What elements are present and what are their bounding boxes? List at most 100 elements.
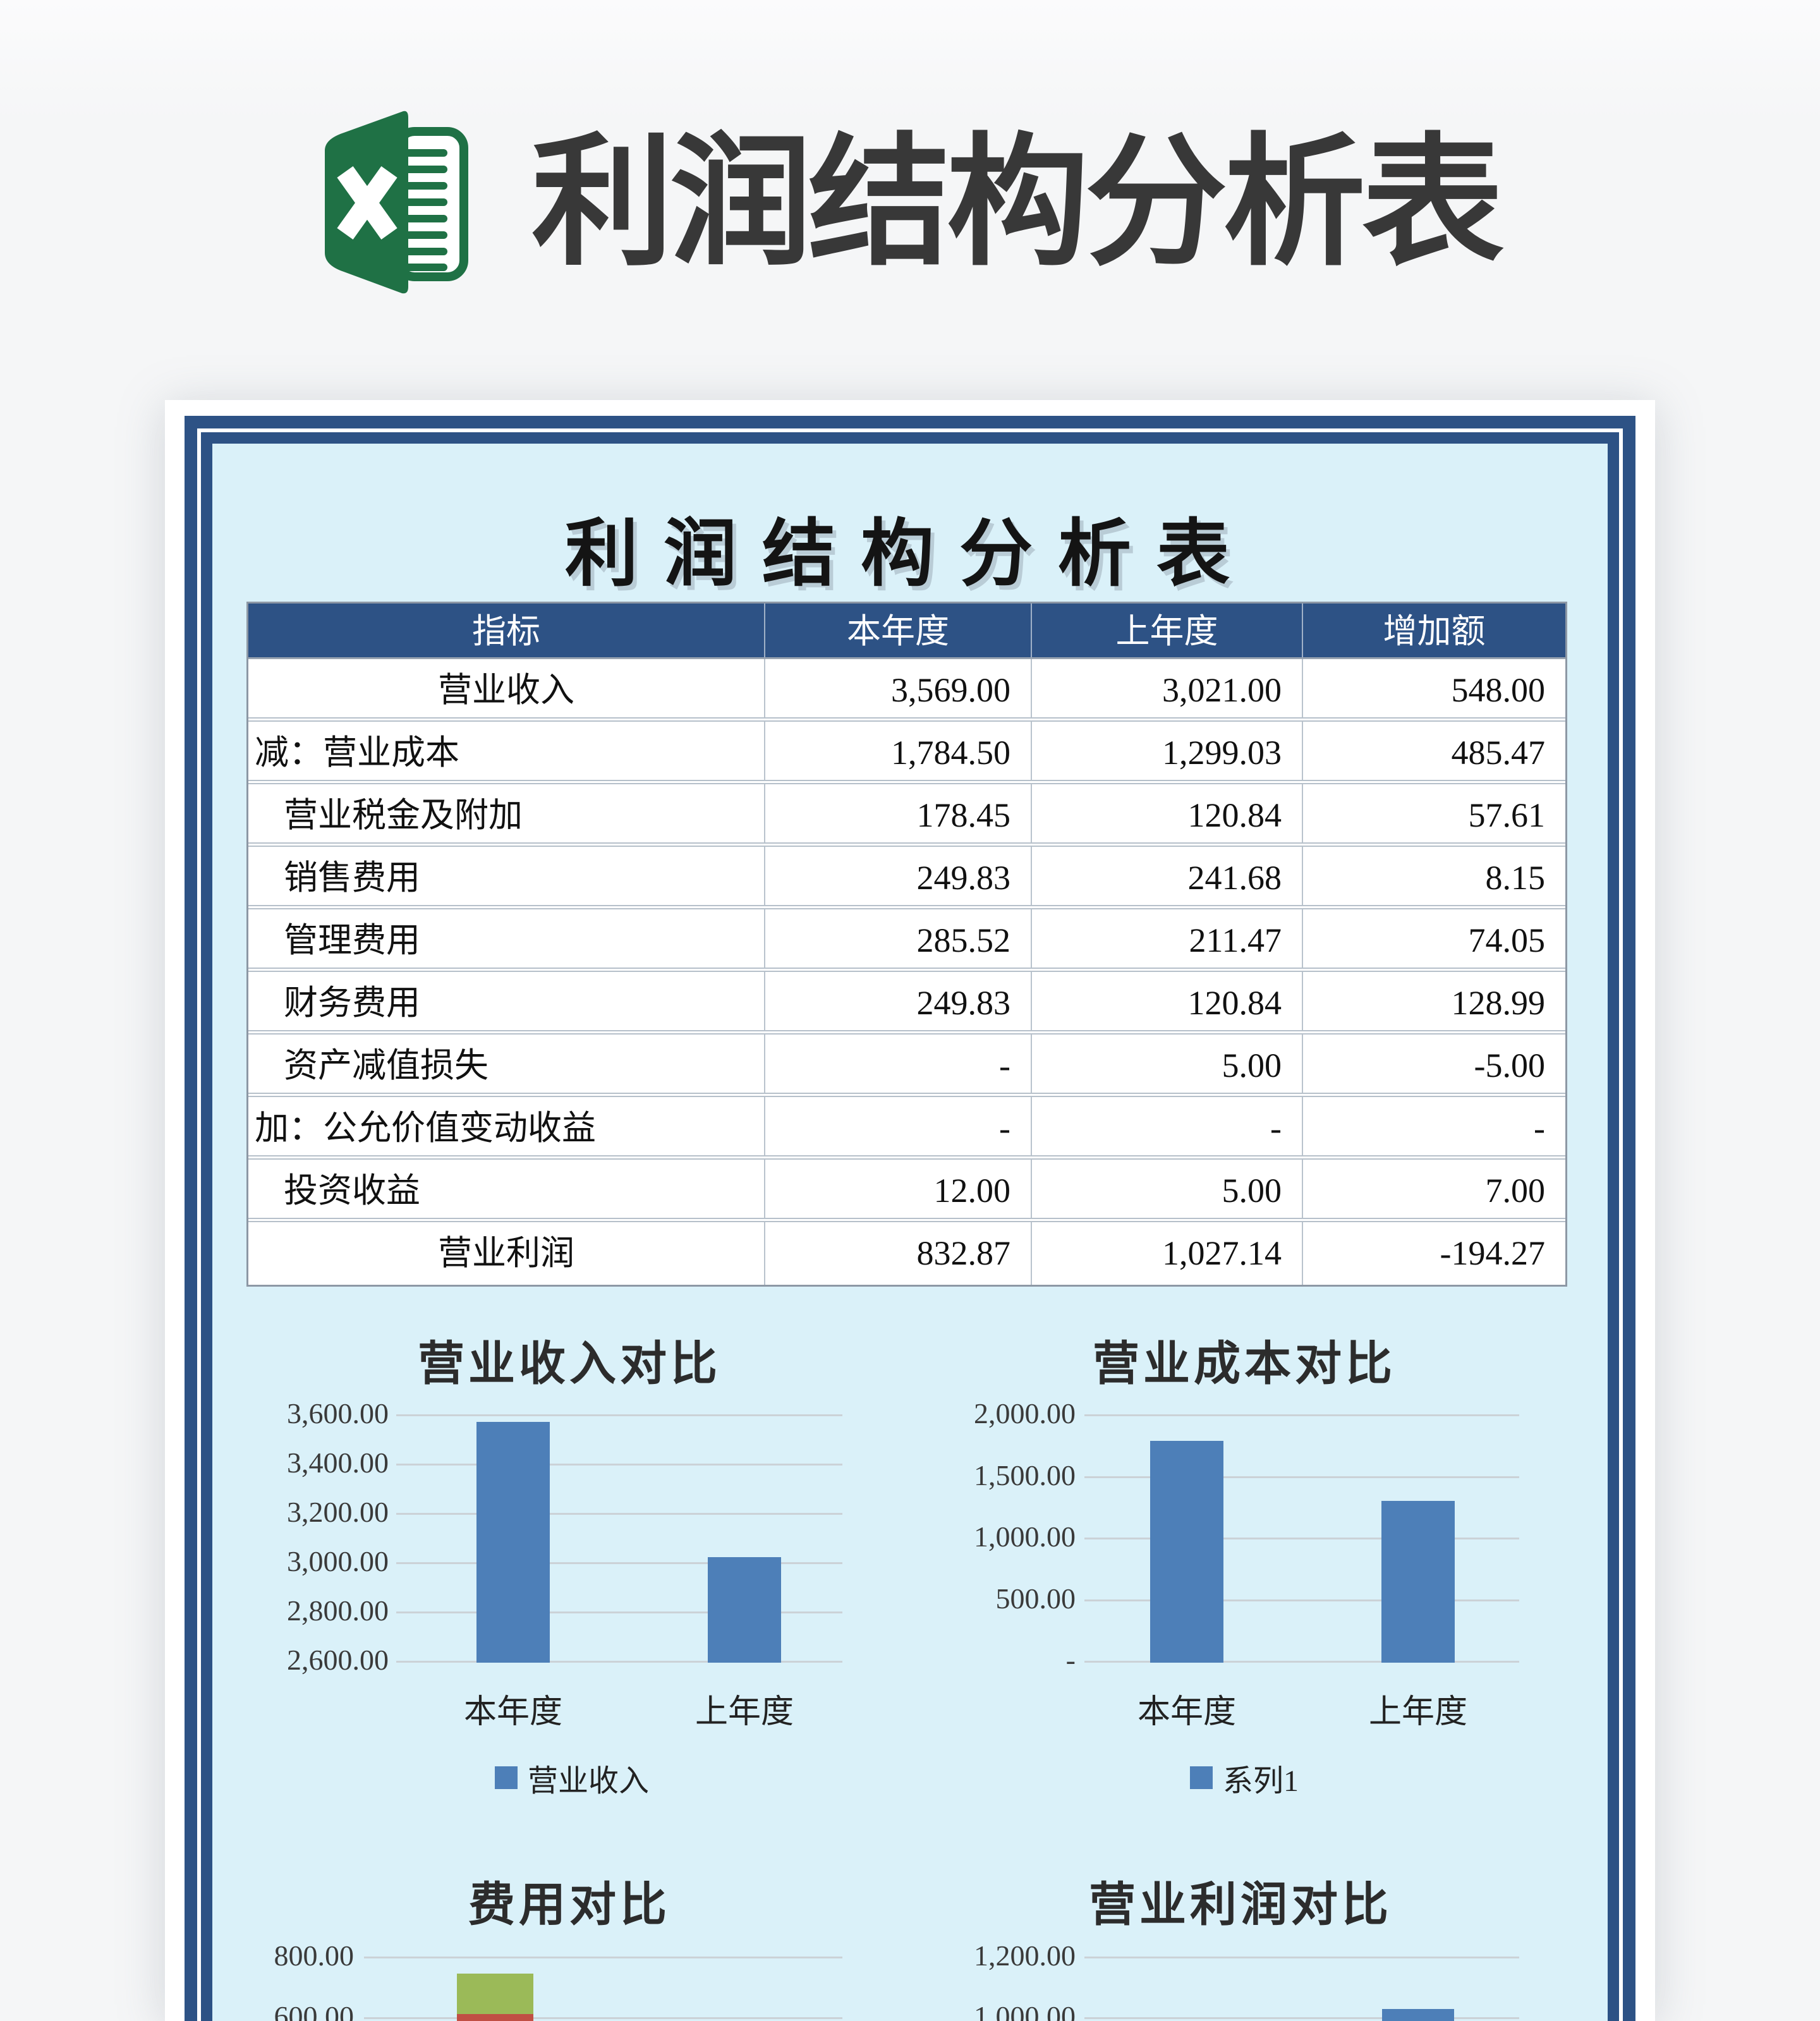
- y-tick-label: 800.00: [274, 1939, 355, 1972]
- y-tick-label: 3,200.00: [287, 1496, 389, 1528]
- chart-title: 营业利润对比: [1089, 1878, 1392, 1931]
- y-tick-label: 500.00: [995, 1582, 1076, 1615]
- chart-title: 费用对比: [468, 1878, 670, 1931]
- table-row: 投资收益 12.00 5.00 7.00: [248, 1160, 1565, 1222]
- gridline: [1084, 2017, 1519, 2019]
- table-cell-label: 营业收入: [248, 659, 765, 717]
- table-header-cell: 本年度: [765, 604, 1032, 657]
- y-tick-label: 2,800.00: [287, 1594, 389, 1627]
- table-row: 加：公允价值变动收益 - - -: [248, 1097, 1565, 1160]
- chart-title: 营业收入对比: [418, 1337, 721, 1390]
- table-cell-label: 营业税金及附加: [248, 784, 765, 842]
- y-tick-label: 2,000.00: [974, 1397, 1076, 1429]
- legend-swatch: [494, 1766, 518, 1789]
- table-header-row: 指标 本年度 上年度 增加额: [248, 604, 1565, 659]
- x-category-label: 本年度: [1137, 1694, 1237, 1730]
- table-row: 营业利润 832.87 1,027.14 -194.27: [248, 1222, 1565, 1285]
- document-title: 利润结构分析表: [565, 513, 1255, 595]
- bar: [1150, 1441, 1223, 1663]
- gridline: [396, 1562, 842, 1564]
- table-cell-label: 营业利润: [248, 1222, 765, 1285]
- table-cell-value: 1,784.50: [765, 722, 1032, 780]
- table-cell-value: 211.47: [1032, 909, 1303, 968]
- table-cell-value: 120.84: [1032, 972, 1303, 1030]
- table-row: 减：营业成本 1,784.50 1,299.03 485.47: [248, 722, 1565, 784]
- x-category-label: 上年度: [1368, 1694, 1468, 1730]
- table-cell-label: 资产减值损失: [248, 1035, 765, 1093]
- table-row: 营业收入 3,569.00 3,021.00 548.00: [248, 659, 1565, 722]
- table-cell-value: 128.99: [1303, 972, 1565, 1030]
- gridline: [396, 1414, 842, 1416]
- table-header-cell: 指标: [248, 604, 765, 657]
- table-cell-label: 减：营业成本: [248, 722, 765, 780]
- chart-title: 营业成本对比: [1093, 1337, 1396, 1390]
- table-cell-label: 投资收益: [248, 1160, 765, 1218]
- table-cell-value: 249.83: [765, 972, 1032, 1030]
- chart-legend: 系列1: [1189, 1756, 1299, 1800]
- table-cell-value: 1,299.03: [1032, 722, 1303, 780]
- gridline: [1084, 1414, 1519, 1416]
- table-cell-value: 285.52: [765, 909, 1032, 968]
- table-cell-value: 74.05: [1303, 909, 1565, 968]
- y-tick-label: 1,000.00: [974, 1520, 1076, 1553]
- table-cell-value: 832.87: [765, 1222, 1032, 1285]
- y-tick-label: 3,000.00: [287, 1545, 389, 1577]
- bar: [476, 1422, 550, 1663]
- table-cell-value: -5.00: [1303, 1035, 1565, 1093]
- table-cell-value: 548.00: [1303, 659, 1565, 717]
- table-cell-value: 8.15: [1303, 847, 1565, 905]
- table-cell-value: -: [765, 1035, 1032, 1093]
- table-cell-value: 120.84: [1032, 784, 1303, 842]
- table-cell-label: 管理费用: [248, 909, 765, 968]
- table-cell-value: 485.47: [1303, 722, 1565, 780]
- table-row: 营业税金及附加 178.45 120.84 57.61: [248, 784, 1565, 847]
- table-cell-value: -: [765, 1097, 1032, 1155]
- gridline: [364, 2017, 842, 2019]
- gridline: [396, 1513, 842, 1515]
- y-tick-label: 1,500.00: [974, 1459, 1076, 1491]
- y-tick-label: 3,400.00: [287, 1447, 389, 1479]
- table-cell-value: 57.61: [1303, 784, 1565, 842]
- gridline: [1084, 1538, 1519, 1539]
- table-cell-value: 178.45: [765, 784, 1032, 842]
- table-cell-value: 5.00: [1032, 1035, 1303, 1093]
- gridline: [396, 1661, 842, 1663]
- gridline: [1084, 1599, 1519, 1601]
- bar: [1382, 2009, 1454, 2021]
- table-cell-value: 3,021.00: [1032, 659, 1303, 717]
- table-cell-value: 7.00: [1303, 1160, 1565, 1218]
- y-tick-label: 600.00: [274, 2000, 355, 2021]
- gridline: [1084, 1476, 1519, 1478]
- gridline: [396, 1611, 842, 1613]
- stacked-bar-segment: [456, 2014, 533, 2021]
- gridline: [1084, 1957, 1519, 1958]
- stacked-bar-segment: [456, 1974, 533, 2014]
- page-header: 利润结构分析表: [0, 95, 1820, 310]
- table-row: 管理费用 285.52 211.47 74.05: [248, 909, 1565, 972]
- legend-label: 系列1: [1222, 1764, 1299, 1798]
- table-header-cell: 上年度: [1032, 604, 1303, 657]
- table-cell-label: 加：公允价值变动收益: [248, 1097, 765, 1155]
- chart-legend: 营业收入: [494, 1756, 650, 1800]
- table-cell-value: 12.00: [765, 1160, 1032, 1218]
- y-tick-label: 2,600.00: [287, 1644, 389, 1676]
- table-row: 资产减值损失 -5.00 -5.00: [248, 1035, 1565, 1097]
- table-cell-value: 249.83: [765, 847, 1032, 905]
- table-cell-value: 5.00: [1032, 1160, 1303, 1218]
- table-cell-value: -: [1032, 1097, 1303, 1155]
- table-row: 销售费用 249.83 241.68 8.15: [248, 847, 1565, 909]
- excel-x-glyph: [337, 166, 397, 240]
- page-title: 利润结构分析表: [531, 122, 1504, 282]
- table-cell-value: -: [1303, 1097, 1565, 1155]
- table-cell-value: 3,569.00: [765, 659, 1032, 717]
- x-category-label: 本年度: [463, 1694, 563, 1730]
- y-tick-label: -: [1065, 1644, 1076, 1676]
- excel-icon: [325, 111, 468, 294]
- table-cell-label: 销售费用: [248, 847, 765, 905]
- gridline: [364, 1957, 842, 1958]
- legend-label: 营业收入: [527, 1764, 650, 1798]
- gridline: [1084, 1661, 1519, 1663]
- analysis-table-box: 指标 本年度 上年度 增加额 营业收入 3,569.00 3,021.00 548.00 减：营…: [246, 602, 1567, 1287]
- excel-sheet-rows: [399, 149, 447, 271]
- bar: [1381, 1501, 1455, 1663]
